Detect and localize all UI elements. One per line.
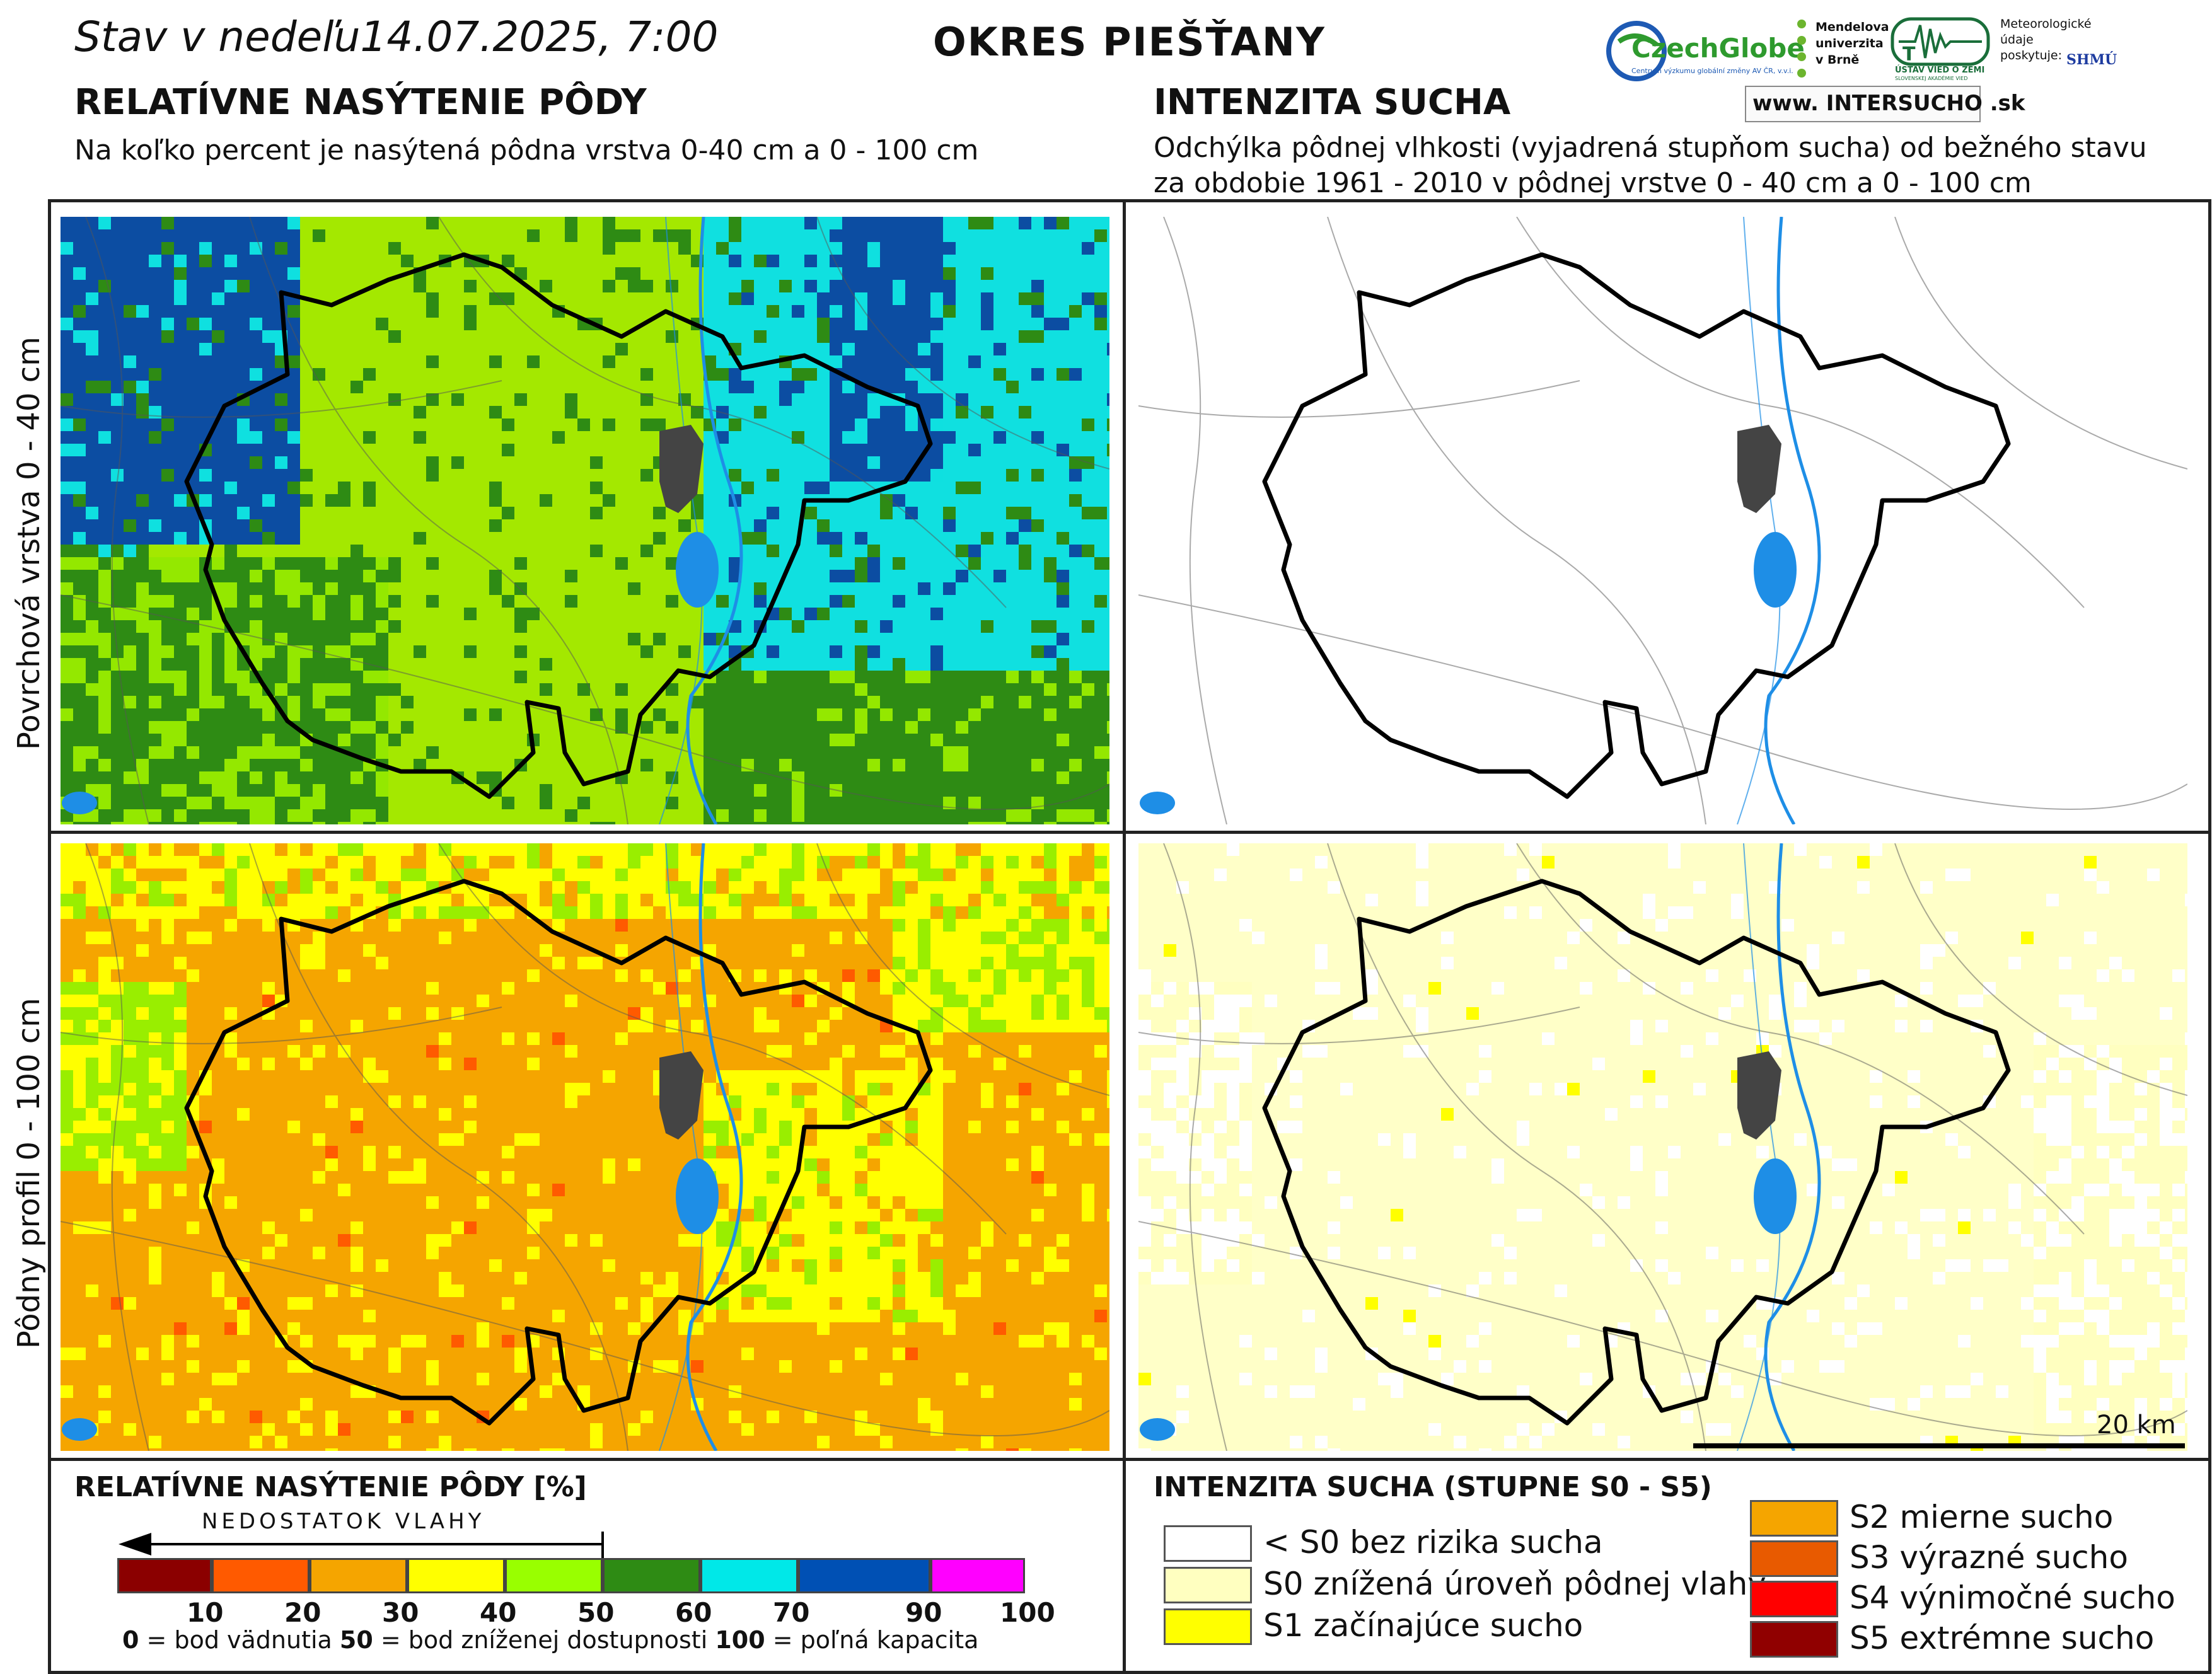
color-bar-tick: 70 [773,1597,810,1628]
saturation-legend-notes: 0 = bod vädnutia 50 = bod zníženej dostu… [122,1626,978,1654]
drought-legend-swatch [1164,1567,1252,1603]
drought-legend-label: S2 mierne sucho [1850,1499,2114,1535]
mendel-dots-icon [1797,20,1806,78]
drought-legend-swatch [1750,1581,1838,1617]
drought-legend-title: INTENZITA SUCHA (STUPNE S0 - S5) [1154,1471,1712,1503]
map-layers [1138,217,2187,824]
drought-legend-swatch [1750,1500,1838,1537]
vertical-divider [1123,199,1126,1674]
color-bar-segment [603,1558,700,1593]
map-sheet-frame [48,199,2211,1674]
drought-legend-label: S5 extrémne sucho [1850,1620,2155,1656]
drought-legend-label: < S0 bez rizika sucha [1263,1524,1603,1561]
uvz-name: ÚSTAV VIED O ZEMI [1895,66,1985,75]
drought-legend-swatch [1164,1608,1252,1645]
legend-divider [48,1458,2211,1461]
deficit-arrow-label: NEDOSTATOK VLAHY [202,1509,485,1534]
map-drought-profile: 20 km [1138,843,2187,1451]
drought-legend-swatch [1750,1540,1838,1577]
drought-legend-swatch [1164,1525,1252,1562]
uvz-logo: T ÚSTAV VIED O ZEMI SLOVENSKEJ AKADÉMIE … [1890,16,1991,86]
saturation-topsoil-raster [61,217,1109,824]
czechglobe-sub: Centrum výzkumu globální změny AV ČR, v.… [1631,67,1793,75]
saturation-profile-raster [61,843,1109,1451]
drought-legend-label: S1 začínajúce sucho [1263,1607,1584,1644]
drought-profile-raster [1138,843,2187,1451]
seismograph-icon: T [1891,17,1990,66]
scale-bar [1693,1443,2185,1448]
right-section-title: INTENZITA SUCHA [1154,82,1511,123]
drought-legend-label: S3 výrazné sucho [1850,1539,2128,1576]
partner-logos: CzechGlobe Centrum výzkumu globální změn… [1606,11,2129,122]
color-bar-segment [930,1558,1025,1593]
color-bar-tick: 60 [675,1597,712,1628]
mendel-line-3: v Brně [1815,53,1860,67]
map-saturation-profile [61,843,1109,1451]
map-date: Stav v nedeľu14.07.2025, 7:00 [74,13,719,61]
map-drought-topsoil [1138,217,2187,824]
left-section-subtitle: Na koľko percent je nasýtená pôdna vrstv… [74,134,979,166]
right-section-subtitle-1: Odchýlka pôdnej vlhkosti (vyjadrená stup… [1154,132,2147,164]
czechglobe-logo: CzechGlobe Centrum výzkumu globální změn… [1606,16,1805,86]
note-0: = bod vädnutia [139,1626,340,1654]
map-layers [61,217,1109,824]
color-bar-tick: 40 [480,1597,517,1628]
middle-divider [48,831,2211,834]
note-50-bold: 50 [339,1626,373,1654]
color-bar-segment [212,1558,310,1593]
color-bar-segment [407,1558,505,1593]
row-label-topsoil: Povrchová vrstva 0 - 40 cm [11,337,47,750]
row-label-profile: Pôdny profil 0 - 100 cm [11,998,47,1349]
czechglobe-name: CzechGlobe [1631,33,1805,64]
mendel-line-1: Mendelova [1815,20,1889,34]
right-section-subtitle-2: za obdobie 1961 - 2010 v pôdnej vrstve 0… [1154,167,2032,199]
drought-legend-label: S0 znížená úroveň pôdnej vlahy [1263,1566,1766,1602]
intersucho-logo: www. INTERSUCHO .sk [1745,86,2025,122]
deficit-arrow-icon [119,1532,604,1563]
mendel-line-2: univerzita [1815,37,1884,50]
drought-legend-label: S4 výnimočné sucho [1850,1579,2175,1616]
left-section-title: RELATÍVNE NASÝTENIE PÔDY [74,82,647,123]
meteo-line-1: Meteorologické [2000,17,2092,31]
meteo-line-2: údaje [2000,33,2034,47]
note-100-bold: 100 [715,1626,765,1654]
shmu-name: SHMÚ [2066,52,2117,68]
map-layers [61,843,1109,1451]
shmu-logo: Meteorologické údaje poskytuje: SHMÚ [2000,16,2129,86]
color-bar-segment [310,1558,407,1593]
note-100: = poľná kapacita [765,1626,979,1654]
color-bar-segment [117,1558,212,1593]
color-bar-tick: 100 [1000,1597,1055,1628]
note-50: = bod zníženej dostupnosti [373,1626,715,1654]
scale-bar-label: 20 km [2097,1411,2176,1440]
intersucho-url: www. INTERSUCHO .sk [1752,91,2025,116]
color-bar-segment [505,1558,603,1593]
color-bar-tick: 20 [284,1597,321,1628]
note-0-bold: 0 [122,1626,139,1654]
saturation-legend-title: RELATÍVNE NASÝTENIE PÔDY [%] [74,1471,587,1503]
map-layers [1138,843,2187,1451]
czechglobe-globe-icon [1606,21,1667,81]
color-bar-segment [798,1558,930,1593]
color-bar-segment [700,1558,798,1593]
svg-text:T: T [1902,43,1916,66]
mendel-logo: Mendelova univerzita v Brně [1795,16,1889,86]
color-bar-tick: 50 [577,1597,615,1628]
meteo-line-3: poskytuje: [2000,49,2063,62]
color-bar-tick: 10 [187,1597,224,1628]
uvz-sub: SLOVENSKEJ AKADÉMIE VIED [1895,76,1968,81]
color-bar-tick: 30 [382,1597,419,1628]
saturation-color-bar: 10 20 30 40 50 60 70 90 100 [117,1558,1055,1628]
color-bar-tick: 90 [905,1597,942,1628]
region-title: OKRES PIEŠŤANY [933,19,1326,65]
map-saturation-topsoil [61,217,1109,824]
drought-topsoil-raster [1138,217,2187,824]
drought-legend-swatch [1750,1621,1838,1658]
